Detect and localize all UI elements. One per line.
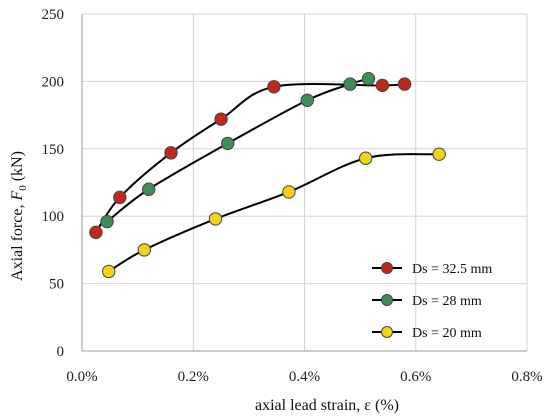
data-point (89, 225, 103, 240)
data-point (142, 182, 156, 196)
x-tick-labels: 0.0% 0.2% 0.4% 0.6% 0.8% (66, 369, 542, 385)
y-tick-label: 50 (49, 277, 64, 293)
data-point (358, 151, 373, 165)
data-point (300, 93, 314, 107)
data-point (282, 185, 296, 199)
legend-item: Ds = 20 mm (372, 326, 482, 341)
x-tick-label: 0.2% (178, 369, 209, 385)
data-point (137, 243, 152, 257)
y-axis-title: Axial force, F0 (kN) (9, 151, 29, 281)
series-3 (102, 147, 446, 279)
data-point (375, 78, 390, 93)
axes (81, 14, 527, 352)
legend-label: Ds = 20 mm (412, 326, 482, 341)
series-2 (100, 72, 376, 229)
x-axis-title: axial lead strain, ε (%) (255, 397, 399, 414)
legend-label: Ds = 28 mm (412, 294, 482, 309)
data-point (208, 212, 223, 226)
legend: Ds = 32.5 mm Ds = 28 mm Ds = 20 mm (372, 262, 492, 341)
data-point (102, 264, 116, 279)
x-tick-label: 0.6% (400, 369, 431, 385)
x-tick-label: 0.4% (289, 369, 320, 385)
data-point (267, 80, 281, 94)
data-point (164, 146, 178, 160)
data-point (214, 112, 228, 126)
data-point (221, 136, 235, 151)
data-point (397, 77, 412, 91)
y-tick-label: 150 (42, 142, 65, 158)
legend-marker (381, 262, 393, 274)
legend-item: Ds = 32.5 mm (372, 262, 492, 277)
gridlines (82, 13, 528, 351)
data-point (361, 72, 376, 86)
legend-label: Ds = 32.5 mm (412, 262, 492, 277)
y-tick-label: 200 (42, 74, 65, 90)
legend-item: Ds = 28 mm (372, 294, 482, 309)
series-line (108, 153, 440, 273)
series-layer (89, 72, 446, 279)
series-line (95, 83, 405, 233)
data-point (113, 190, 127, 205)
series-line (106, 77, 369, 223)
y-tick-label: 100 (42, 209, 65, 225)
data-point (432, 147, 446, 161)
legend-marker (381, 326, 393, 338)
y-tick-labels: 0 50 100 150 200 250 (42, 7, 65, 360)
x-tick-label: 0.8% (511, 369, 542, 385)
x-tick-label: 0.0% (66, 369, 97, 385)
legend-marker (381, 294, 393, 306)
y-tick-label: 0 (57, 344, 65, 360)
series-1 (89, 77, 412, 240)
data-point (100, 214, 114, 229)
y-tick-label: 250 (42, 7, 65, 23)
data-point (343, 77, 357, 91)
